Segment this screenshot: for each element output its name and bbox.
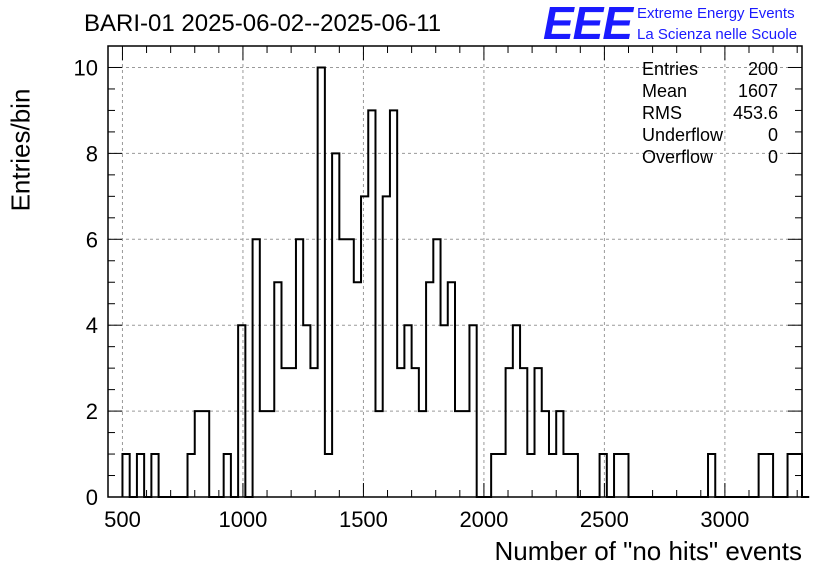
eee-logo: EEE Extreme Energy Events La Scienza nel… [543, 0, 833, 49]
x-tick-label: 3000 [700, 507, 749, 532]
histogram-bin [563, 454, 570, 497]
histogram-bin [390, 110, 397, 497]
histogram-bin [224, 454, 231, 497]
histogram-bin [549, 454, 556, 497]
x-tick-label: 2500 [580, 507, 629, 532]
x-tick-label: 2000 [459, 507, 508, 532]
histogram-bin [383, 196, 390, 497]
x-axis-label: Number of "no hits" events [494, 536, 803, 566]
histogram-bin [375, 411, 382, 497]
histogram-bin [556, 411, 563, 497]
histogram-bin [462, 411, 469, 497]
histogram-bin [621, 454, 628, 497]
x-tick-label: 500 [104, 507, 141, 532]
histogram-bin [289, 368, 296, 497]
logo-line-2: La Scienza nelle Scuole [637, 26, 798, 43]
histogram-bin [296, 239, 303, 497]
histogram-bin [491, 454, 498, 497]
histogram-bin [397, 368, 404, 497]
histogram-bin [614, 454, 621, 497]
histogram-bin [188, 454, 195, 497]
histogram-bin [571, 454, 578, 497]
histogram-bin [498, 454, 505, 497]
stat-label: Overflow [642, 147, 714, 167]
histogram-bin [535, 368, 542, 497]
y-axis-label-text: Entries/bin [5, 88, 36, 212]
histogram-bin [260, 411, 267, 497]
histogram-bin [361, 196, 368, 497]
plot-frame [107, 45, 803, 498]
y-tick-label: 8 [86, 141, 98, 166]
histogram-bin [600, 454, 607, 497]
histogram-bin [253, 239, 260, 497]
histogram-bin [368, 110, 375, 497]
histogram-bin [310, 368, 317, 497]
stats-box: Entries 200 Mean 1607 RMS 453.6 Underflo… [642, 58, 778, 168]
tick-labels: 500 1000 1500 2000 2500 3000 0 2 4 6 8 10 [74, 55, 750, 532]
stat-row-underflow: Underflow 0 [642, 124, 778, 146]
stat-value: 0 [767, 147, 778, 167]
histogram-bin [419, 411, 426, 497]
histogram-bin [151, 454, 158, 497]
histogram-bin [506, 368, 513, 497]
stat-value: 1607 [737, 81, 778, 101]
histogram-bin [433, 239, 440, 497]
stat-value: 453.6 [732, 103, 778, 123]
stat-label: Entries [642, 59, 699, 79]
stat-value: 200 [747, 59, 778, 79]
stat-row-entries: Entries 200 [642, 58, 778, 80]
histogram-bin [347, 239, 354, 497]
stat-row-mean: Mean 1607 [642, 80, 778, 102]
histogram-bin [455, 411, 462, 497]
logo-line-1: Extreme Energy Events [637, 5, 795, 22]
histogram-bin [318, 67, 325, 497]
x-tick-label: 1000 [218, 507, 267, 532]
histogram-bin [766, 454, 773, 497]
grid [108, 46, 802, 497]
y-tick-label: 0 [86, 485, 98, 510]
histogram-bin [412, 368, 419, 497]
histogram-bin [708, 454, 715, 497]
histogram-bin [325, 454, 332, 497]
y-tick-label: 6 [86, 227, 98, 252]
stat-label: Mean [642, 81, 688, 101]
axis-ticks [108, 46, 802, 498]
histogram-bin [788, 454, 795, 497]
stat-row-rms: RMS 453.6 [642, 102, 778, 124]
histogram-bin [195, 411, 202, 497]
histogram-bin [202, 411, 209, 497]
logo-mark: EEE [543, 0, 633, 49]
histogram-bin [426, 282, 433, 497]
stat-label: Underflow [642, 125, 724, 145]
histogram-bin [339, 239, 346, 497]
histogram-bin [137, 454, 144, 497]
histogram-bin [274, 282, 281, 497]
stat-value: 0 [767, 125, 778, 145]
histogram-bin [122, 454, 129, 497]
histogram-bin [542, 411, 549, 497]
histogram-bin [354, 282, 361, 497]
stat-label: RMS [642, 103, 682, 123]
y-tick-label: 2 [86, 399, 98, 424]
stat-row-overflow: Overflow 0 [642, 146, 778, 168]
histogram-bin [520, 368, 527, 497]
histogram-bin [759, 454, 766, 497]
x-tick-label: 1500 [339, 507, 388, 532]
histogram-bin [527, 454, 534, 497]
histogram-bin [282, 368, 289, 497]
y-tick-label: 4 [86, 313, 98, 338]
histogram-bin [267, 411, 274, 497]
y-tick-label: 10 [74, 55, 98, 80]
histogram-bin [448, 282, 455, 497]
chart-title: BARI-01 2025-06-02--2025-06-11 [84, 10, 442, 37]
y-axis-label: Entries/bin [6, 89, 36, 212]
